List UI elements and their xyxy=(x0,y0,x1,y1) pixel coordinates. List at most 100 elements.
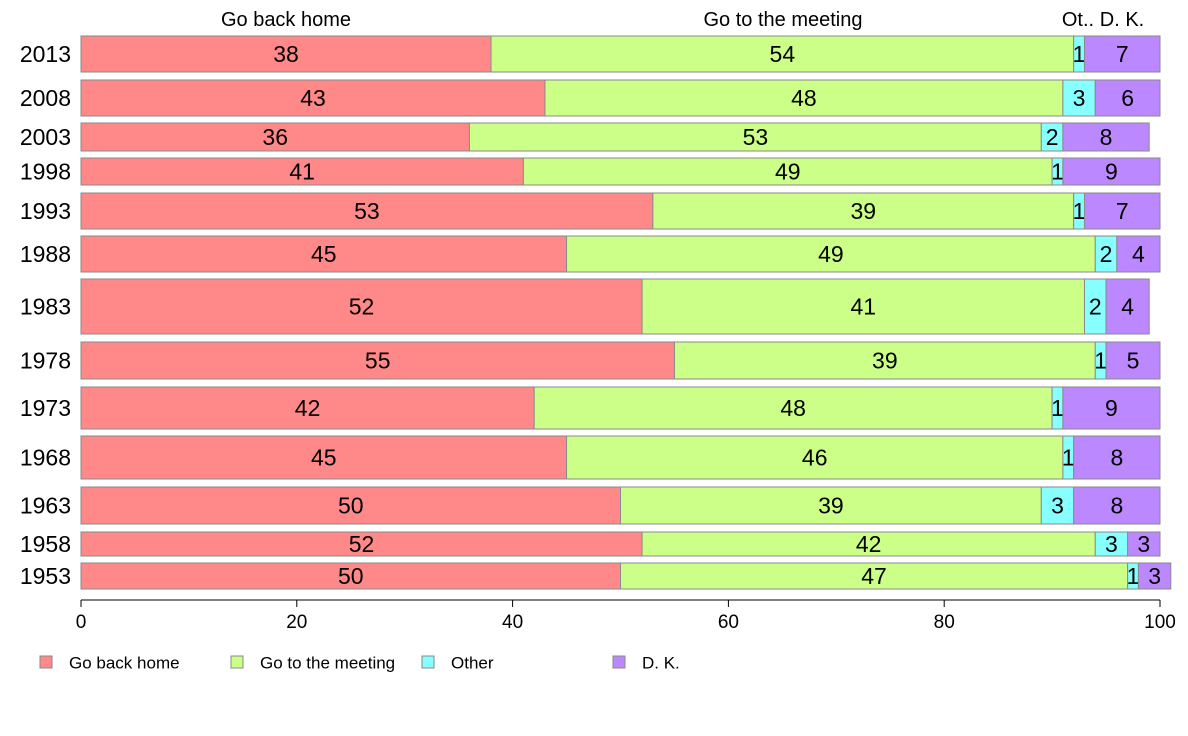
legend-swatch-d-k xyxy=(612,655,626,669)
bar-other-2008 xyxy=(1062,79,1096,117)
bar-d-k-1993 xyxy=(1083,192,1161,230)
bar-go-back-home-2013 xyxy=(80,35,492,73)
x-tick-label-80: 80 xyxy=(934,612,955,633)
data-label-d-k-2003: 8 xyxy=(1100,124,1113,150)
data-label-go-back-home-1968: 45 xyxy=(311,445,337,471)
year-label-1973: 1973 xyxy=(20,395,71,421)
data-label-other-1953: 1 xyxy=(1127,563,1140,589)
data-label-go-to-the-meeting-1983: 41 xyxy=(850,294,876,320)
data-label-go-back-home-1978: 55 xyxy=(365,348,391,374)
data-label-go-back-home-1963: 50 xyxy=(338,493,364,519)
bar-d-k-1953 xyxy=(1137,562,1172,590)
data-label-other-1978: 1 xyxy=(1094,348,1107,374)
data-label-d-k-1978: 5 xyxy=(1127,348,1140,374)
bar-go-to-the-meeting-1963 xyxy=(620,486,1042,525)
data-label-other-1973: 1 xyxy=(1051,395,1064,421)
year-label-1998: 1998 xyxy=(20,159,71,185)
data-label-go-back-home-1953: 50 xyxy=(338,563,364,589)
column-header-ot: Ot.. xyxy=(1062,9,1094,31)
x-axis: 0 20 40 60 80 100 xyxy=(76,599,1176,633)
year-label-1978: 1978 xyxy=(20,348,71,374)
data-label-other-1993: 1 xyxy=(1073,198,1086,224)
data-label-d-k-1963: 8 xyxy=(1110,493,1123,519)
data-label-go-back-home-1988: 45 xyxy=(311,241,337,267)
data-label-d-k-1968: 8 xyxy=(1110,445,1123,471)
data-label-go-to-the-meeting-1988: 49 xyxy=(818,241,844,267)
bar-go-back-home-2003 xyxy=(80,122,470,152)
bar-go-to-the-meeting-1988 xyxy=(566,235,1096,273)
data-label-go-back-home-1998: 41 xyxy=(289,159,315,185)
bar-d-k-1998 xyxy=(1062,157,1161,186)
data-label-go-back-home-2003: 36 xyxy=(262,124,288,150)
data-label-other-2003: 2 xyxy=(1046,124,1059,150)
data-label-go-to-the-meeting-2003: 53 xyxy=(743,124,769,150)
year-label-1988: 1988 xyxy=(20,241,71,267)
data-label-d-k-2008: 6 xyxy=(1121,85,1134,111)
column-headers: Go back home Go to the meeting Ot.. D. K. xyxy=(221,9,1144,31)
data-label-d-k-1958: 3 xyxy=(1137,531,1150,557)
bar-go-to-the-meeting-1968 xyxy=(566,435,1064,480)
data-label-go-back-home-1983: 52 xyxy=(349,294,375,320)
data-label-go-to-the-meeting-1993: 39 xyxy=(850,198,876,224)
x-tick-label-40: 40 xyxy=(502,612,523,633)
data-label-go-to-the-meeting-1968: 46 xyxy=(802,445,828,471)
data-label-go-back-home-1958: 52 xyxy=(349,531,375,557)
bar-d-k-1983 xyxy=(1105,278,1150,335)
column-header-go-back-home: Go back home xyxy=(221,9,351,31)
data-label-go-to-the-meeting-1978: 39 xyxy=(872,348,898,374)
bar-d-k-1973 xyxy=(1062,386,1161,430)
bar-go-to-the-meeting-1978 xyxy=(673,341,1096,380)
data-label-other-2013: 1 xyxy=(1073,41,1086,67)
data-label-other-1983: 2 xyxy=(1089,294,1102,320)
bar-go-to-the-meeting-1998 xyxy=(522,157,1053,186)
data-label-d-k-1953: 3 xyxy=(1148,563,1161,589)
year-label-2013: 2013 xyxy=(20,41,71,67)
bar-d-k-1958 xyxy=(1127,531,1161,557)
year-label-2003: 2003 xyxy=(20,124,71,150)
bar-d-k-2008 xyxy=(1094,79,1161,117)
data-label-go-back-home-2008: 43 xyxy=(300,85,326,111)
bar-go-to-the-meeting-1973 xyxy=(533,386,1053,430)
data-label-other-1968: 1 xyxy=(1062,445,1075,471)
legend-label-d-k: D. K. xyxy=(642,654,680,673)
data-label-d-k-1988: 4 xyxy=(1132,241,1145,267)
bar-d-k-1988 xyxy=(1116,235,1161,273)
year-label-1958: 1958 xyxy=(20,531,71,557)
x-tick-label-20: 20 xyxy=(286,612,307,633)
legend-swatch-go-back-home xyxy=(39,655,53,669)
data-label-d-k-1983: 4 xyxy=(1121,294,1134,320)
year-label-1953: 1953 xyxy=(20,563,71,589)
bar-d-k-1978 xyxy=(1105,341,1161,380)
bar-d-k-1968 xyxy=(1073,435,1161,480)
bar-go-back-home-1998 xyxy=(80,157,524,186)
year-label-1993: 1993 xyxy=(20,198,71,224)
legend-swatch-other xyxy=(421,655,435,669)
bar-go-to-the-meeting-2013 xyxy=(490,35,1075,73)
bar-go-back-home-1988 xyxy=(80,235,568,273)
bar-other-1958 xyxy=(1094,531,1129,557)
legend-label-go-to-the-meeting: Go to the meeting xyxy=(260,654,395,673)
data-label-go-to-the-meeting-2013: 54 xyxy=(770,41,796,67)
data-label-other-1998: 1 xyxy=(1051,159,1064,185)
bar-go-back-home-1963 xyxy=(80,486,621,525)
column-header-d-k: D. K. xyxy=(1100,9,1144,31)
bar-go-to-the-meeting-2008 xyxy=(544,79,1064,117)
x-tick-label-100: 100 xyxy=(1144,612,1176,633)
bar-go-back-home-1983 xyxy=(80,278,643,335)
bar-go-back-home-1978 xyxy=(80,341,675,380)
data-label-d-k-1998: 9 xyxy=(1105,159,1118,185)
bar-d-k-1963 xyxy=(1073,486,1161,525)
bar-go-to-the-meeting-1958 xyxy=(641,531,1096,557)
bar-go-back-home-1993 xyxy=(80,192,654,230)
year-label-1968: 1968 xyxy=(20,445,71,471)
data-label-go-back-home-2013: 38 xyxy=(273,41,299,67)
x-tick-label-0: 0 xyxy=(76,612,87,633)
data-label-other-1963: 3 xyxy=(1051,493,1064,519)
data-label-go-back-home-1993: 53 xyxy=(354,198,380,224)
data-label-go-to-the-meeting-1998: 49 xyxy=(775,159,801,185)
bar-d-k-2003 xyxy=(1062,122,1150,152)
bar-d-k-2013 xyxy=(1083,35,1161,73)
data-label-go-back-home-1973: 42 xyxy=(295,395,321,421)
legend-label-other: Other xyxy=(451,654,494,673)
